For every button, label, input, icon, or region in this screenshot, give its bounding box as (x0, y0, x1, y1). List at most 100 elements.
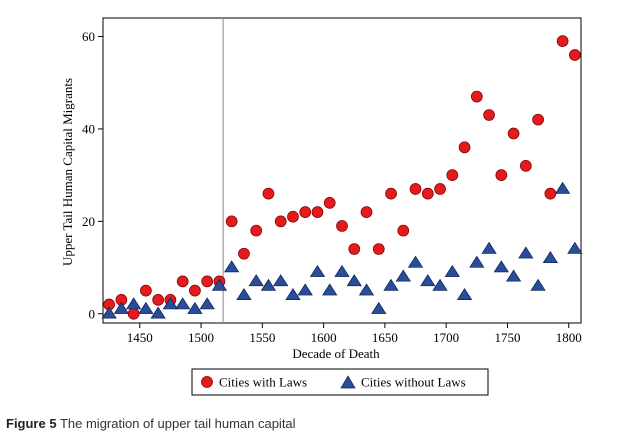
point-cities-without-laws (420, 274, 436, 287)
point-cities-with-laws (311, 206, 324, 218)
point-cities-without-laws (395, 269, 411, 282)
point-cities-without-laws (150, 306, 166, 319)
point-cities-without-laws (224, 260, 240, 273)
point-cities-with-laws (409, 183, 422, 195)
point-cities-with-laws (348, 243, 361, 255)
point-cities-with-laws (434, 183, 446, 195)
y-axis: 0 20 40 60 (82, 29, 103, 321)
point-cities-without-laws (236, 288, 252, 301)
point-cities-with-laws (446, 169, 459, 181)
point-cities-with-laws (262, 187, 275, 200)
data-marks (101, 35, 583, 320)
point-cities-without-laws (407, 255, 424, 268)
point-cities-with-laws (336, 220, 348, 232)
x-tick-label: 1800 (556, 330, 582, 345)
point-cities-without-laws (493, 260, 509, 273)
point-cities-with-laws (360, 206, 373, 218)
point-cities-with-laws (274, 215, 287, 228)
point-cities-without-laws (162, 297, 179, 310)
point-cities-without-laws (542, 251, 558, 264)
point-cities-without-laws (297, 283, 313, 296)
point-cities-without-laws (518, 246, 534, 259)
legend-box (191, 368, 489, 396)
point-cities-with-laws (569, 49, 581, 61)
point-cities-without-laws (101, 306, 117, 319)
point-cities-without-laws (273, 274, 289, 287)
point-cities-without-laws (260, 278, 277, 291)
point-cities-with-laws (127, 307, 140, 320)
point-cities-with-laws (507, 127, 520, 140)
x-tick-label: 1550 (249, 330, 275, 345)
legend-entry-cities-without-laws: Cities without Laws (361, 375, 466, 390)
y-tick-label: 40 (82, 121, 95, 136)
point-cities-without-laws (567, 241, 583, 254)
point-cities-with-laws (140, 284, 152, 297)
y-tick-label: 20 (82, 214, 95, 229)
point-cities-with-laws (287, 210, 299, 223)
point-cities-without-laws (358, 283, 375, 296)
point-cities-without-laws (138, 301, 154, 314)
point-cities-with-laws (556, 35, 569, 47)
point-cities-without-laws (322, 283, 338, 296)
point-cities-with-laws (201, 275, 214, 288)
point-cities-with-laws (250, 224, 263, 237)
point-cities-with-laws (532, 113, 544, 126)
point-cities-without-laws (248, 274, 264, 287)
point-cities-without-laws (456, 288, 473, 301)
point-cities-with-laws (397, 224, 410, 237)
point-cities-without-laws (469, 255, 485, 268)
point-cities-without-laws (334, 264, 350, 277)
y-axis-label: Upper Tail Human Capital Migrants (60, 78, 75, 266)
figure-caption-text: The migration of upper tail human capita… (59, 416, 296, 431)
figure-caption: Figure 5 The migration of upper tail hum… (6, 416, 296, 431)
point-cities-with-laws (483, 109, 495, 121)
x-tick-label: 1650 (372, 330, 398, 345)
point-cities-without-laws (175, 297, 191, 310)
legend-entry-cities-with-laws: Cities with Laws (219, 375, 307, 390)
point-cities-with-laws (495, 169, 508, 181)
point-cities-with-laws (519, 160, 532, 172)
point-cities-without-laws (187, 301, 203, 314)
x-axis-label: Decade of Death (292, 346, 380, 361)
x-tick-label: 1700 (433, 330, 459, 345)
point-cities-without-laws (505, 269, 522, 282)
x-tick-label: 1600 (311, 330, 337, 345)
point-cities-without-laws (199, 297, 215, 310)
legend-triangle-marker (340, 375, 356, 389)
y-tick-label: 60 (82, 29, 95, 44)
point-cities-with-laws (299, 206, 312, 218)
point-cities-without-laws (346, 274, 362, 287)
point-cities-without-laws (530, 278, 546, 291)
legend: Cities with Laws Cities without Laws (191, 368, 489, 396)
scatter-chart: 0 20 40 60 1450 1500 1550 1600 1650 1700 1750 1800… (60, 17, 583, 396)
point-cities-without-laws (383, 278, 399, 291)
point-cities-with-laws (544, 187, 557, 200)
point-cities-with-laws (323, 196, 336, 209)
point-cities-with-laws (458, 141, 471, 154)
point-cities-without-laws (126, 297, 142, 310)
point-cities-without-laws (371, 301, 387, 314)
point-cities-without-laws (285, 288, 301, 301)
point-cities-with-laws (225, 215, 238, 228)
x-tick-label: 1750 (494, 330, 520, 345)
x-tick-label: 1450 (127, 330, 153, 345)
point-cities-with-laws (385, 187, 397, 200)
figure-label: Figure 5 (6, 416, 57, 431)
point-cities-with-laws (176, 275, 189, 288)
point-cities-with-laws (470, 90, 483, 103)
y-tick-label: 0 (89, 306, 96, 321)
point-cities-with-laws (238, 247, 250, 260)
point-cities-without-laws (444, 264, 460, 277)
point-cities-with-laws (421, 187, 434, 200)
point-cities-without-laws (309, 264, 326, 277)
x-axis: 1450 1500 1550 1600 1650 1700 1750 1800 (127, 323, 582, 345)
legend-circle-marker (201, 376, 213, 388)
point-cities-with-laws (189, 284, 201, 297)
point-cities-without-laws (211, 278, 228, 291)
point-cities-without-laws (432, 278, 448, 291)
point-cities-without-laws (481, 241, 497, 254)
point-cities-with-laws (152, 294, 165, 306)
point-cities-with-laws (372, 243, 385, 255)
point-cities-without-laws (554, 181, 571, 194)
x-tick-label: 1500 (188, 330, 214, 345)
